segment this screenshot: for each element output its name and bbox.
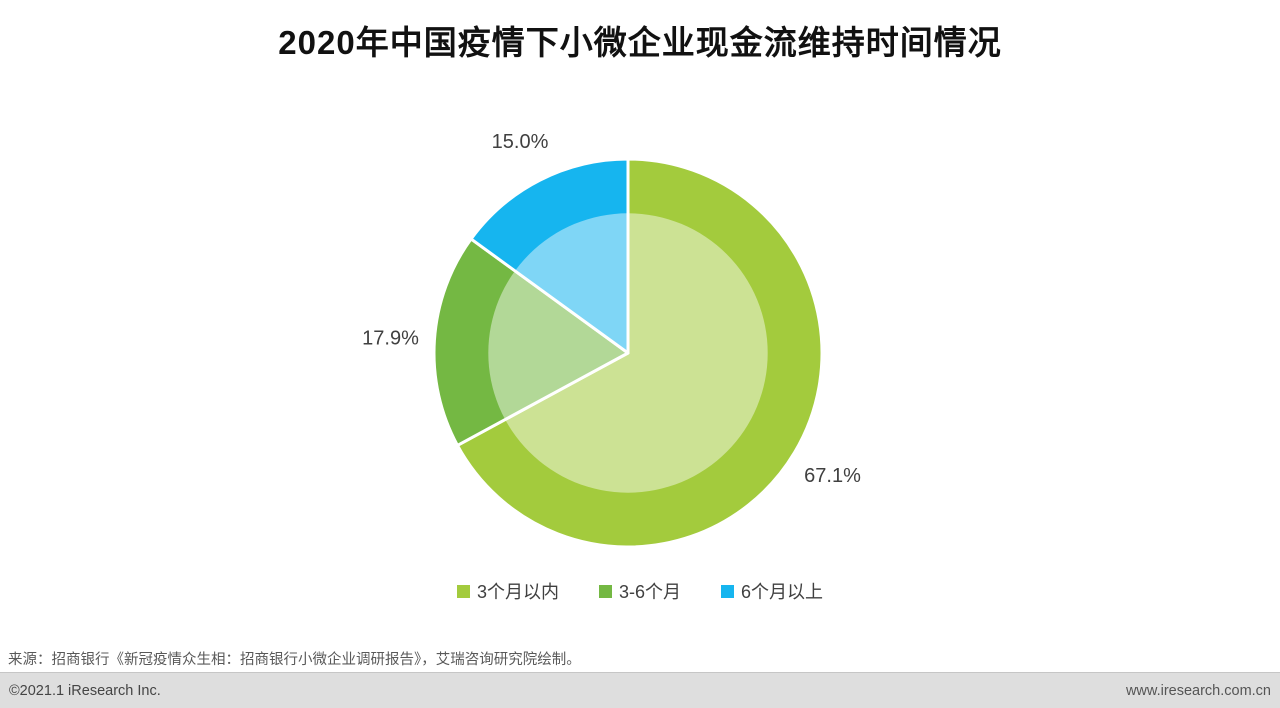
footer-bar: ©2021.1 iResearch Inc. www.iresearch.com…	[0, 672, 1280, 708]
footer-copyright: ©2021.1 iResearch Inc.	[9, 682, 161, 699]
legend-item-3-to-6-months: 3-6个月	[598, 578, 681, 604]
legend-swatch-dark-green	[598, 584, 612, 598]
pie-chart-svg: 67.1% 17.9% 15.0%	[362, 131, 861, 549]
legend-label-3-to-6-months: 3-6个月	[618, 582, 681, 602]
page-title: 2020年中国疫情下小微企业现金流维持时间情况	[278, 24, 1002, 61]
legend-item-under-3-months: 3个月以内	[456, 578, 559, 604]
pie-slice-2	[469, 157, 630, 355]
pie-inner-overlay	[488, 213, 768, 493]
slice-value-label-2: 15.0%	[492, 131, 549, 153]
slice-value-label-0: 67.1%	[804, 465, 861, 487]
legend-item-over-6-months: 6个月以上	[721, 578, 823, 604]
pie-slice-0	[455, 157, 824, 549]
chart-legend: 3个月以内 3-6个月 6个月以上	[0, 578, 1280, 604]
pie-slice-1	[432, 237, 630, 447]
legend-swatch-blue	[721, 584, 734, 598]
slice-value-label-1: 17.9%	[362, 327, 419, 349]
legend-label-over-6-months: 6个月以上	[741, 582, 824, 602]
legend-swatch-green	[456, 584, 470, 598]
footer-website: www.iresearch.com.cn	[1125, 682, 1271, 699]
source-note: 来源：招商银行《新冠疫情众生相：招商银行小微企业调研报告》，艾瑞咨询研究院绘制。	[8, 652, 581, 668]
legend-label-under-3-months: 3个月以内	[476, 582, 559, 602]
